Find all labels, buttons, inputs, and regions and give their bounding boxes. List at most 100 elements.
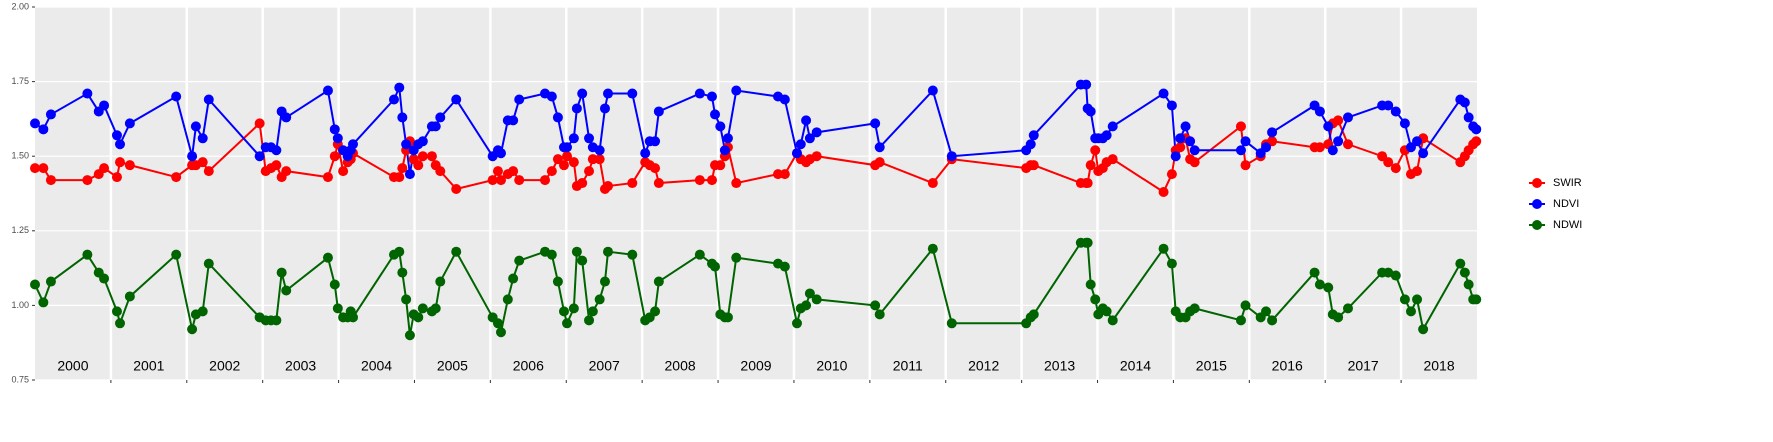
point <box>401 294 412 305</box>
point <box>451 94 462 105</box>
point <box>568 303 579 314</box>
point <box>694 175 705 186</box>
x-tick-label: 2007 <box>589 358 620 374</box>
point <box>404 330 415 341</box>
point <box>38 297 49 308</box>
point <box>584 315 595 326</box>
point <box>731 85 742 96</box>
point <box>276 267 287 278</box>
point <box>124 160 135 171</box>
point <box>99 100 110 111</box>
point <box>599 103 610 114</box>
point <box>1085 160 1096 171</box>
x-tick-label: 2018 <box>1423 358 1454 374</box>
point <box>30 118 40 129</box>
x-tick-label: 2011 <box>893 358 923 374</box>
point <box>1418 148 1429 159</box>
point <box>587 154 598 165</box>
point <box>1390 106 1401 117</box>
point <box>99 163 110 174</box>
point <box>397 112 408 123</box>
point <box>584 166 595 177</box>
point <box>271 315 282 326</box>
point <box>594 145 605 156</box>
y-tick-label: 1.50 <box>11 151 29 161</box>
point <box>1085 106 1096 117</box>
point <box>599 276 610 287</box>
legend-marker <box>1532 178 1542 188</box>
point <box>627 249 638 260</box>
legend-label: SWIR <box>1553 177 1582 189</box>
point <box>1390 163 1401 174</box>
point <box>1175 133 1186 144</box>
point <box>329 124 340 135</box>
point <box>271 160 282 171</box>
point <box>653 276 664 287</box>
point <box>197 306 208 317</box>
y-tick-label: 1.25 <box>11 225 29 235</box>
point <box>552 276 563 287</box>
point <box>694 249 705 260</box>
point <box>435 276 446 287</box>
x-tick-label: 2009 <box>740 358 771 374</box>
x-tick-label: 2016 <box>1272 358 1303 374</box>
point <box>492 166 503 177</box>
point <box>546 91 557 102</box>
point <box>811 294 822 305</box>
point <box>115 157 126 168</box>
point <box>1107 315 1118 326</box>
point <box>1158 88 1169 99</box>
point <box>332 303 343 314</box>
point <box>1180 121 1191 132</box>
point <box>558 306 569 317</box>
point <box>394 172 405 183</box>
point <box>1383 100 1394 111</box>
point <box>603 246 614 257</box>
point <box>329 279 340 290</box>
point <box>552 112 563 123</box>
point <box>811 127 822 138</box>
point <box>197 157 208 168</box>
x-tick-label: 2010 <box>816 358 847 374</box>
x-tick-label: 2014 <box>1120 358 1151 374</box>
point <box>1412 166 1423 177</box>
point <box>30 279 40 290</box>
point <box>115 139 126 150</box>
point <box>271 145 282 156</box>
point <box>430 121 441 132</box>
point <box>706 175 717 186</box>
point <box>577 88 588 99</box>
point <box>811 151 822 162</box>
point <box>1327 145 1338 156</box>
point <box>1158 243 1169 254</box>
point <box>397 267 408 278</box>
point <box>1175 142 1186 153</box>
point <box>870 300 881 311</box>
point <box>710 261 721 272</box>
point <box>38 124 49 135</box>
point <box>577 255 588 266</box>
point <box>508 115 519 126</box>
point <box>1189 145 1200 156</box>
x-tick-label: 2008 <box>665 358 696 374</box>
point <box>1267 315 1278 326</box>
point <box>1412 294 1423 305</box>
point <box>546 166 557 177</box>
point <box>1082 237 1093 248</box>
point <box>779 169 790 180</box>
point <box>874 309 885 320</box>
point <box>203 94 214 105</box>
point <box>719 145 730 156</box>
point <box>190 121 201 132</box>
point <box>731 252 742 263</box>
point <box>322 85 333 96</box>
point <box>1405 306 1416 317</box>
point <box>508 273 519 284</box>
point <box>653 178 664 189</box>
point <box>795 139 806 150</box>
point <box>322 252 333 263</box>
point <box>1028 309 1039 320</box>
point <box>874 142 885 153</box>
point <box>1455 258 1466 269</box>
